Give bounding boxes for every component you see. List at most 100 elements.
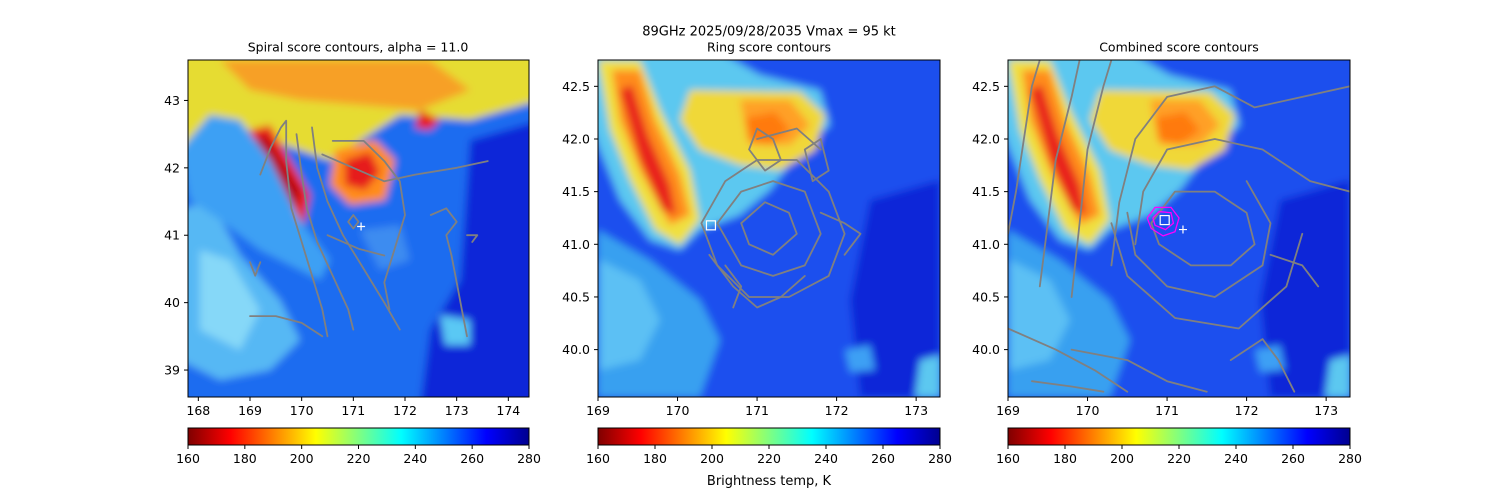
panel-title: Ring score contours (707, 40, 831, 55)
score-contour (1110, 222, 1304, 330)
max-score-contour (1152, 210, 1175, 231)
marker-layer (705, 220, 717, 231)
colorbar-tick-label: 240 (1224, 451, 1248, 466)
y-tick-label: 41.5 (562, 184, 590, 199)
y-tick-label: 41 (164, 228, 180, 243)
contour-layer (249, 119, 489, 338)
score-contour (748, 127, 782, 172)
score-contour (1150, 190, 1256, 267)
center-marker (1178, 225, 1187, 234)
max-contour-layer (1146, 206, 1180, 237)
plot-frame (1007, 59, 1351, 398)
center-marker (357, 222, 366, 231)
score-contour (259, 119, 329, 338)
score-contour (1229, 338, 1296, 393)
colorbar-tick-label: 240 (403, 451, 427, 466)
x-tick-label: 170 (290, 403, 314, 418)
x-tick-label: 171 (341, 403, 365, 418)
colorbar-tick-label: 200 (1110, 451, 1134, 466)
y-tick-label: 40.0 (972, 342, 1000, 357)
colorbar-tick-label: 280 (1338, 451, 1362, 466)
score-contour (724, 264, 743, 309)
score-peak-marker (1159, 214, 1170, 226)
panel-combined: Combined score contours 169 17 (972, 40, 1362, 467)
x-axis: 168 169 170 171 172 173 174 (186, 397, 520, 418)
y-tick-label: 43 (164, 93, 180, 108)
colorbar-tick-label: 220 (347, 451, 371, 466)
x-tick-label: 173 (1314, 403, 1338, 418)
score-contour (1008, 60, 1041, 235)
score-contour (331, 140, 406, 311)
colorbar-tick-label: 220 (757, 451, 781, 466)
score-peak-marker (705, 220, 717, 231)
colorbar: 160 180 200 220 240 260 280 (176, 427, 541, 466)
x-tick-label: 171 (745, 403, 769, 418)
y-tick-label: 39 (164, 363, 180, 378)
y-tick-label: 42.0 (972, 131, 1000, 146)
colorbar-tick-label: 180 (233, 451, 257, 466)
plot-frame (597, 59, 941, 398)
y-tick-label: 41.5 (972, 184, 1000, 199)
x-tick-label: 172 (393, 403, 417, 418)
y-tick-label: 42 (164, 160, 180, 175)
y-axis: 40.0 40.5 41.0 41.5 42.0 42.5 (562, 79, 598, 357)
colorbar-tick-label: 280 (928, 451, 952, 466)
x-tick-label: 169 (238, 403, 262, 418)
colorbar-tick-label: 200 (290, 451, 314, 466)
colorbar-label: Brightness temp, K (707, 474, 832, 489)
score-contour (249, 261, 262, 277)
score-contour (1038, 60, 1081, 288)
panel-title: Spiral score contours, alpha = 11.0 (248, 40, 469, 55)
brightness-field (188, 60, 529, 397)
y-tick-label: 42.5 (972, 79, 1000, 94)
x-tick-label: 169 (586, 403, 610, 418)
y-tick-label: 40.0 (562, 342, 590, 357)
brightness-field (1008, 60, 1350, 397)
score-contour (803, 138, 830, 182)
score-contour (1008, 327, 1129, 393)
x-tick-label: 173 (904, 403, 928, 418)
x-tick-label: 170 (1076, 403, 1100, 418)
y-axis: 39 40 41 42 43 (164, 93, 188, 378)
contour-layer (1008, 60, 1350, 393)
colorbar: 160 180 200 220 240 260 280 (586, 427, 952, 466)
score-contour (819, 211, 862, 256)
colorbar-gradient (1007, 427, 1351, 446)
score-contour (1269, 253, 1320, 288)
colorbar-tick-label: 260 (1281, 451, 1305, 466)
x-tick-label: 169 (996, 403, 1020, 418)
colorbar-gradient (597, 427, 941, 446)
brightness-field (598, 60, 940, 397)
max-score-contour (1146, 206, 1180, 237)
score-contour (1126, 180, 1272, 298)
colorbar-gradient (187, 427, 530, 446)
score-contour (740, 201, 798, 256)
x-tick-label: 172 (825, 403, 849, 418)
marker-layer (1159, 214, 1187, 234)
plot-frame (187, 59, 530, 398)
score-contour (1031, 380, 1105, 393)
score-contour (347, 214, 360, 230)
colorbar-tick-label: 160 (586, 451, 610, 466)
score-contour (716, 180, 822, 277)
colorbar-tick-label: 240 (814, 451, 838, 466)
score-contour (295, 133, 355, 331)
figure-suptitle: 89GHz 2025/09/28/2035 Vmax = 95 kt (642, 25, 896, 40)
x-tick-label: 173 (445, 403, 469, 418)
colorbar-tick-label: 160 (176, 451, 200, 466)
y-tick-label: 40 (164, 295, 180, 310)
colorbar-tick-label: 160 (996, 451, 1020, 466)
score-contour (700, 159, 846, 298)
x-axis: 169 170 171 172 173 (996, 397, 1338, 418)
x-tick-label: 171 (1155, 403, 1179, 418)
panel-title: Combined score contours (1099, 40, 1259, 55)
score-contour (1110, 85, 1350, 267)
colorbar-tick-label: 220 (1167, 451, 1191, 466)
score-contour (311, 126, 401, 331)
score-contour (249, 315, 324, 338)
y-axis: 40.0 40.5 41.0 41.5 42.0 42.5 (972, 79, 1008, 357)
y-tick-label: 40.5 (562, 289, 590, 304)
colorbar: 160 180 200 220 240 260 280 (996, 427, 1362, 466)
y-tick-label: 40.5 (972, 289, 1000, 304)
